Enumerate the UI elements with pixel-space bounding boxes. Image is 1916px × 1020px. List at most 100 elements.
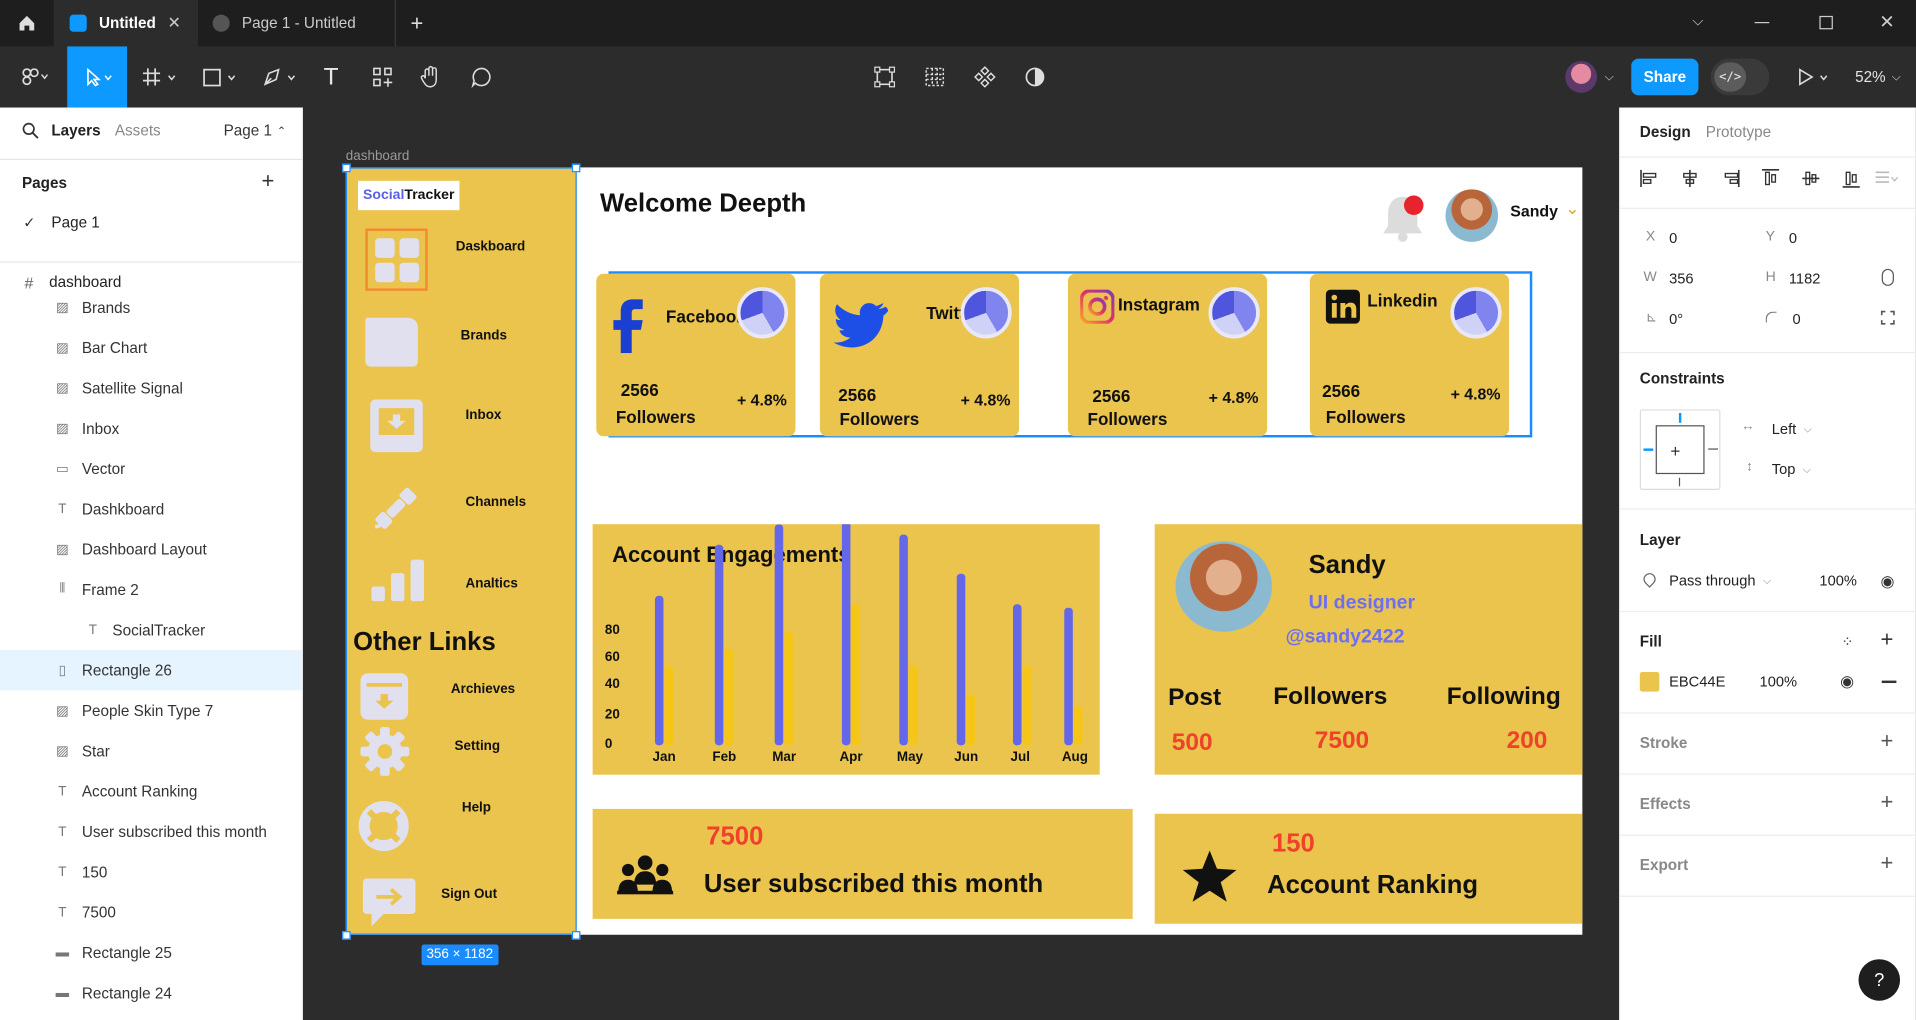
nav-label-inbox[interactable]: Inbox bbox=[465, 408, 502, 423]
tab-prototype[interactable]: Prototype bbox=[1705, 123, 1772, 141]
dashboard-frame[interactable]: Social Tracker Daskboard Brands Inbox Cha… bbox=[345, 167, 1583, 935]
tab-layers[interactable]: Layers bbox=[51, 122, 101, 140]
social-card-linkedin[interactable]: Linkedin 2566 Followers + 4.8% bbox=[1309, 273, 1510, 437]
create-component-button[interactable] bbox=[971, 46, 998, 107]
h-input[interactable]: 1182 bbox=[1788, 270, 1821, 288]
align-vertical-center-icon[interactable] bbox=[1801, 169, 1821, 189]
align-right-icon[interactable] bbox=[1720, 169, 1740, 189]
layer-item[interactable]: ▬ Rectangle 24 bbox=[0, 973, 302, 1013]
layer-item[interactable]: ▨ People Skin Type 7 bbox=[0, 690, 302, 730]
blend-mode-select[interactable]: Pass through ⌵ bbox=[1669, 572, 1771, 589]
layer-item[interactable]: ▭ Vector bbox=[0, 448, 302, 488]
mask-button[interactable] bbox=[1022, 46, 1049, 107]
search-icon[interactable] bbox=[22, 122, 39, 139]
add-fill-icon[interactable]: + bbox=[1880, 626, 1894, 652]
text-tool-button[interactable]: T bbox=[315, 46, 347, 107]
tab-design[interactable]: Design bbox=[1639, 123, 1691, 141]
hand-tool-button[interactable] bbox=[417, 46, 446, 107]
chevron-down-icon[interactable]: ⌵ bbox=[1692, 12, 1704, 30]
close-tab-icon[interactable]: ✕ bbox=[167, 13, 181, 32]
constrain-proportions-icon[interactable] bbox=[1881, 268, 1894, 286]
layer-item[interactable]: T SocialTracker bbox=[0, 610, 302, 650]
x-input[interactable]: 0 bbox=[1669, 229, 1678, 247]
resize-handle[interactable] bbox=[342, 931, 351, 940]
resize-handle[interactable] bbox=[571, 931, 581, 940]
constraint-vertical-select[interactable]: Top ⌵ bbox=[1772, 461, 1811, 478]
social-card-instagram[interactable]: Instagram 2566 Followers + 4.8% bbox=[1067, 273, 1268, 437]
y-input[interactable]: 0 bbox=[1788, 229, 1798, 247]
nav-label-dashboard[interactable]: Daskboard bbox=[455, 239, 526, 255]
tab-untitled[interactable]: Untitled ✕ bbox=[53, 0, 198, 47]
user-avatar[interactable] bbox=[1445, 189, 1499, 242]
nav-dashboard-highlight[interactable] bbox=[365, 228, 428, 291]
style-grid-icon[interactable]: ⁘ bbox=[1841, 632, 1855, 651]
layer-item[interactable]: T User subscribed this month bbox=[0, 811, 302, 851]
layer-item[interactable]: T Account Ranking bbox=[0, 771, 302, 811]
frame-label[interactable]: dashboard bbox=[345, 149, 410, 164]
resize-handle[interactable] bbox=[342, 163, 351, 173]
align-left-icon[interactable] bbox=[1640, 169, 1660, 189]
nav-label-brands[interactable]: Brands bbox=[460, 328, 507, 344]
rotation-input[interactable]: 0° bbox=[1669, 310, 1684, 328]
social-card-twitter[interactable]: Twitter 2566 Followers + 4.8% bbox=[819, 273, 1020, 437]
chevron-down-icon[interactable]: ⌄ bbox=[1565, 197, 1580, 218]
layer-item[interactable]: ▨ Brands bbox=[0, 302, 302, 328]
edit-object-button[interactable] bbox=[871, 46, 898, 107]
main-menu-button[interactable] bbox=[10, 46, 59, 107]
nav-label-setting[interactable]: Setting bbox=[454, 739, 501, 754]
eye-icon[interactable]: ◉ bbox=[1880, 571, 1895, 591]
resources-button[interactable] bbox=[368, 46, 397, 107]
layer-opacity-input[interactable]: 100% bbox=[1819, 571, 1857, 589]
home-button[interactable] bbox=[0, 0, 54, 46]
layer-item[interactable]: ▨ Inbox bbox=[0, 408, 302, 448]
tab-page-1-untitled[interactable]: Page 1 - Untitled bbox=[198, 0, 396, 47]
new-tab-icon[interactable]: + bbox=[410, 10, 424, 36]
fill-opacity-input[interactable]: 100% bbox=[1759, 673, 1798, 691]
add-export-icon[interactable]: + bbox=[1880, 850, 1894, 875]
nav-label-sign-out[interactable]: Sign Out bbox=[441, 887, 498, 902]
nav-label-analytics[interactable]: Analtics bbox=[465, 576, 518, 592]
layer-frame-dashboard[interactable]: # dashboard bbox=[0, 262, 302, 302]
layer-item[interactable]: T 150 bbox=[0, 852, 302, 892]
maximize-icon[interactable] bbox=[1819, 15, 1833, 30]
w-input[interactable]: 356 bbox=[1669, 270, 1694, 288]
move-tool-button[interactable] bbox=[67, 46, 128, 108]
layer-item[interactable]: ▨ Star bbox=[0, 731, 302, 771]
add-page-icon[interactable]: + bbox=[261, 168, 275, 194]
constraint-horizontal-select[interactable]: Left ⌵ bbox=[1772, 420, 1812, 437]
nav-label-help[interactable]: Help bbox=[461, 800, 492, 816]
independent-corners-icon[interactable] bbox=[1880, 309, 1896, 325]
resize-handle[interactable] bbox=[571, 163, 581, 173]
nav-label-archives[interactable]: Archieves bbox=[450, 681, 516, 697]
dev-mode-toggle[interactable]: </> bbox=[1710, 58, 1770, 96]
frame-tool-button[interactable] bbox=[139, 46, 183, 107]
comment-tool-button[interactable] bbox=[467, 46, 496, 107]
radius-input[interactable]: 0 bbox=[1792, 310, 1801, 328]
align-bottom-icon[interactable] bbox=[1841, 169, 1861, 189]
page-selector[interactable]: Page 1 ⌃ bbox=[224, 122, 287, 139]
pen-tool-button[interactable] bbox=[259, 46, 303, 107]
fill-hex-input[interactable]: EBC44E bbox=[1669, 673, 1726, 691]
auto-layout-grid-button[interactable] bbox=[921, 46, 948, 107]
add-effect-icon[interactable]: + bbox=[1880, 789, 1894, 814]
layer-item[interactable]: ▨ Bar Chart bbox=[0, 327, 302, 367]
page-item-page-1[interactable]: ✓ Page 1 bbox=[0, 205, 302, 239]
layer-item[interactable]: ▨ Satellite Signal bbox=[0, 368, 302, 408]
layer-item[interactable]: ▬ Rectangle 25 bbox=[0, 932, 302, 972]
nav-label-channels[interactable]: Channels bbox=[465, 494, 527, 510]
layer-item[interactable]: T 7500 bbox=[0, 892, 302, 932]
layer-item[interactable]: ▨ Dashboard Layout bbox=[0, 529, 302, 569]
present-button[interactable] bbox=[1791, 46, 1835, 107]
layer-item[interactable]: T Dashkboard bbox=[0, 489, 302, 529]
social-card-facebook[interactable]: Facebook 2566 Followers + 4.8% bbox=[596, 273, 796, 437]
close-window-icon[interactable]: ✕ bbox=[1879, 12, 1895, 33]
help-button[interactable]: ? bbox=[1858, 959, 1901, 1001]
align-horizontal-center-icon[interactable] bbox=[1680, 169, 1700, 189]
layer-item[interactable]: ⫴ Frame 2 bbox=[0, 569, 302, 609]
layer-item[interactable]: ▯ Rectangle 26 bbox=[0, 650, 302, 691]
bell-notification-icon[interactable] bbox=[1380, 191, 1426, 245]
user-name[interactable]: Sandy bbox=[1510, 201, 1558, 220]
add-stroke-icon[interactable]: + bbox=[1880, 728, 1894, 753]
minimize-icon[interactable] bbox=[1754, 21, 1770, 24]
share-button[interactable]: Share bbox=[1631, 58, 1699, 96]
